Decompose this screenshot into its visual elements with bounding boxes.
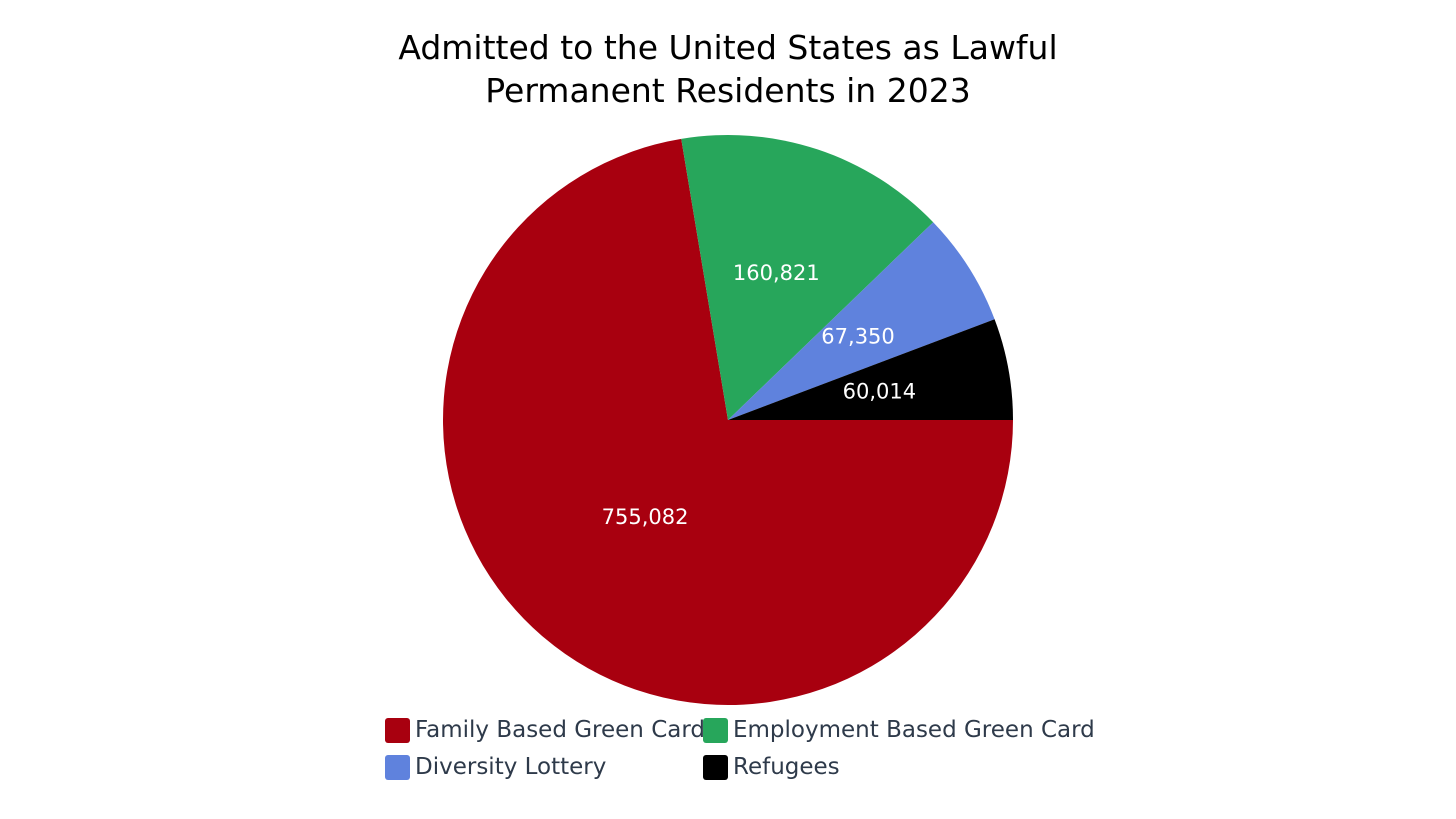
legend-item-diversity[interactable]: Diversity Lottery xyxy=(385,753,703,781)
legend-item-family[interactable]: Family Based Green Card xyxy=(385,716,706,744)
legend-swatch-diversity xyxy=(385,754,410,780)
pie-slice-diversity[interactable] xyxy=(728,222,995,420)
legend-swatch-refugees xyxy=(703,754,728,780)
chart-title: Admitted to the United States as Lawful … xyxy=(0,26,1456,112)
pie-slice-employment[interactable] xyxy=(681,134,934,420)
legend-item-refugees[interactable]: Refugees xyxy=(703,753,1103,781)
legend-label-family: Family Based Green Card xyxy=(415,717,706,743)
pie-slice-refugees[interactable] xyxy=(728,319,1013,420)
pie-slice-family[interactable] xyxy=(443,138,1014,705)
chart-title-line-2: Permanent Residents in 2023 xyxy=(485,71,971,110)
slice-value-label-employment: 160,821 xyxy=(733,261,820,285)
legend-label-diversity: Diversity Lottery xyxy=(415,754,607,780)
legend-swatch-employment xyxy=(703,717,728,743)
slice-value-label-refugees: 60,014 xyxy=(843,379,916,403)
legend: Family Based Green Card Employment Based… xyxy=(385,716,1105,781)
legend-item-employment[interactable]: Employment Based Green Card xyxy=(703,716,1103,744)
legend-label-employment: Employment Based Green Card xyxy=(733,717,1095,743)
pie-value-labels: 755,082 160,821 67,350 60,014 xyxy=(602,261,916,529)
legend-swatch-family xyxy=(385,717,410,743)
slice-value-label-family: 755,082 xyxy=(602,505,689,529)
pie-slices xyxy=(443,134,1014,705)
chart-title-line-1: Admitted to the United States as Lawful xyxy=(398,28,1058,67)
slice-value-label-diversity: 67,350 xyxy=(821,325,894,349)
legend-label-refugees: Refugees xyxy=(733,754,840,780)
